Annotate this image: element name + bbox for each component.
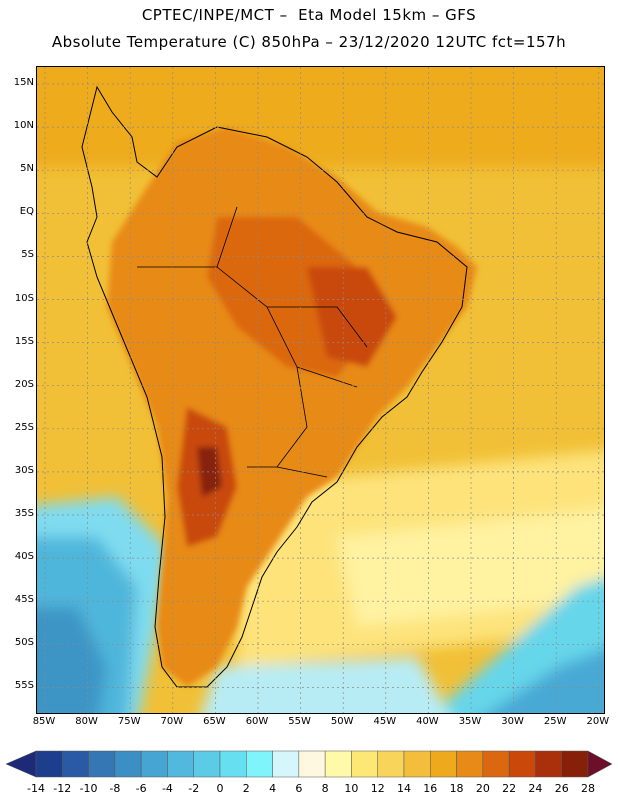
longitude-label: 25W [543, 716, 567, 727]
colorbar-tick-label: 0 [216, 782, 224, 795]
latitude-label: 25S [14, 421, 34, 433]
colorbar-tick-label: 6 [295, 782, 303, 795]
colorbar-swatch [140, 750, 168, 778]
longitude-label: 20W [586, 716, 610, 727]
longitude-label: 60W [245, 716, 269, 727]
colorbar-tick-label: 20 [475, 782, 490, 795]
colorbar-tick-label: -4 [161, 782, 173, 795]
colorbar-under-triangle [6, 750, 37, 778]
colorbar-swatch [298, 750, 326, 778]
colorbar-tick-label: 2 [242, 782, 250, 795]
colorbar-tick-label: 8 [321, 782, 329, 795]
colorbar-swatch [508, 750, 536, 778]
colorbar-tick-label: -2 [188, 782, 200, 795]
colorbar-swatch [62, 750, 89, 778]
colorbar-swatch [456, 750, 484, 778]
latitude-label: 10S [14, 292, 34, 304]
colorbar-swatch [535, 750, 562, 778]
coastline [81, 85, 468, 688]
colorbar-swatch [272, 750, 300, 778]
latitude-label: 40S [14, 551, 34, 563]
colorbar-swatch [403, 750, 431, 778]
color-scale-bar [6, 750, 612, 778]
colorbar-swatch [482, 750, 510, 778]
latitude-label: 15S [14, 335, 34, 347]
latitude-label: 30S [14, 464, 34, 476]
colorbar-tick-label: -10 [79, 782, 98, 795]
colorbar-tick-label: -8 [109, 782, 121, 795]
temperature-field [37, 67, 604, 713]
latitude-label: 10N [13, 120, 34, 132]
longitude-label: 50W [330, 716, 354, 727]
map-title-line2: Absolute Temperature (C) 850hPa – 23/12/… [51, 33, 567, 51]
colorbar-swatch [88, 750, 116, 778]
colorbar-tick-label: 10 [344, 782, 359, 795]
colorbar-swatch [193, 750, 221, 778]
map-title-line1: CPTEC/INPE/MCT – Eta Model 15km – GFS [141, 6, 477, 24]
longitude-label: 35W [458, 716, 482, 727]
colorbar-tick-label: -14 [27, 782, 45, 795]
colorbar-tick-label: 22 [502, 782, 517, 795]
colorbar-tick-label: 24 [528, 782, 543, 795]
colorbar-tick-label: 28 [581, 782, 595, 795]
longitude-label: 65W [203, 716, 226, 727]
colorbar-tick-label: 14 [397, 782, 411, 795]
colorbar-swatch [324, 750, 352, 778]
latitude-label: 15N [13, 77, 34, 88]
colorbar-over-triangle [587, 750, 612, 778]
longitude-label: 40W [416, 716, 439, 727]
temperature-shading [37, 67, 604, 713]
longitude-label: 85W [32, 716, 56, 727]
colorbar-swatch [351, 750, 378, 778]
latitude-label: EQ [19, 206, 34, 218]
latitude-label: 20S [14, 378, 34, 390]
colorbar-swatch [219, 750, 247, 778]
longitude-label: 45W [373, 716, 397, 727]
colorbar-tick-label: 26 [554, 782, 569, 795]
colorbar-tick-label: 18 [449, 782, 464, 795]
colorbar-tick-label: 4 [269, 782, 277, 795]
longitude-label: 55W [288, 716, 311, 727]
longitude-label: 30W [501, 716, 524, 727]
latitude-label: 45S [14, 594, 34, 606]
colorbar-tick-label: 12 [370, 782, 385, 795]
colorbar-swatch [114, 750, 142, 778]
latitude-label: 5S [21, 249, 34, 261]
colorbar-swatch [167, 750, 194, 778]
colorbar-swatch [430, 750, 457, 778]
longitude-label: 80W [75, 716, 98, 727]
latitude-label: 35S [14, 508, 34, 519]
colorbar-swatch [561, 750, 589, 778]
colorbar-tick-label: 16 [423, 782, 438, 795]
latitude-label: 5N [20, 163, 34, 175]
map-panel [36, 66, 605, 714]
colorbar-swatch [377, 750, 405, 778]
colorbar-tick-label: -12 [53, 782, 72, 795]
colorbar-swatch [35, 750, 63, 778]
latitude-label: 50S [14, 637, 34, 649]
latitude-label: 55S [14, 680, 34, 692]
longitude-label: 70W [160, 716, 184, 727]
colorbar-swatch [246, 750, 273, 778]
country-borders [137, 206, 368, 478]
colorbar-tick-label: -6 [135, 782, 147, 795]
longitude-label: 75W [117, 716, 141, 727]
